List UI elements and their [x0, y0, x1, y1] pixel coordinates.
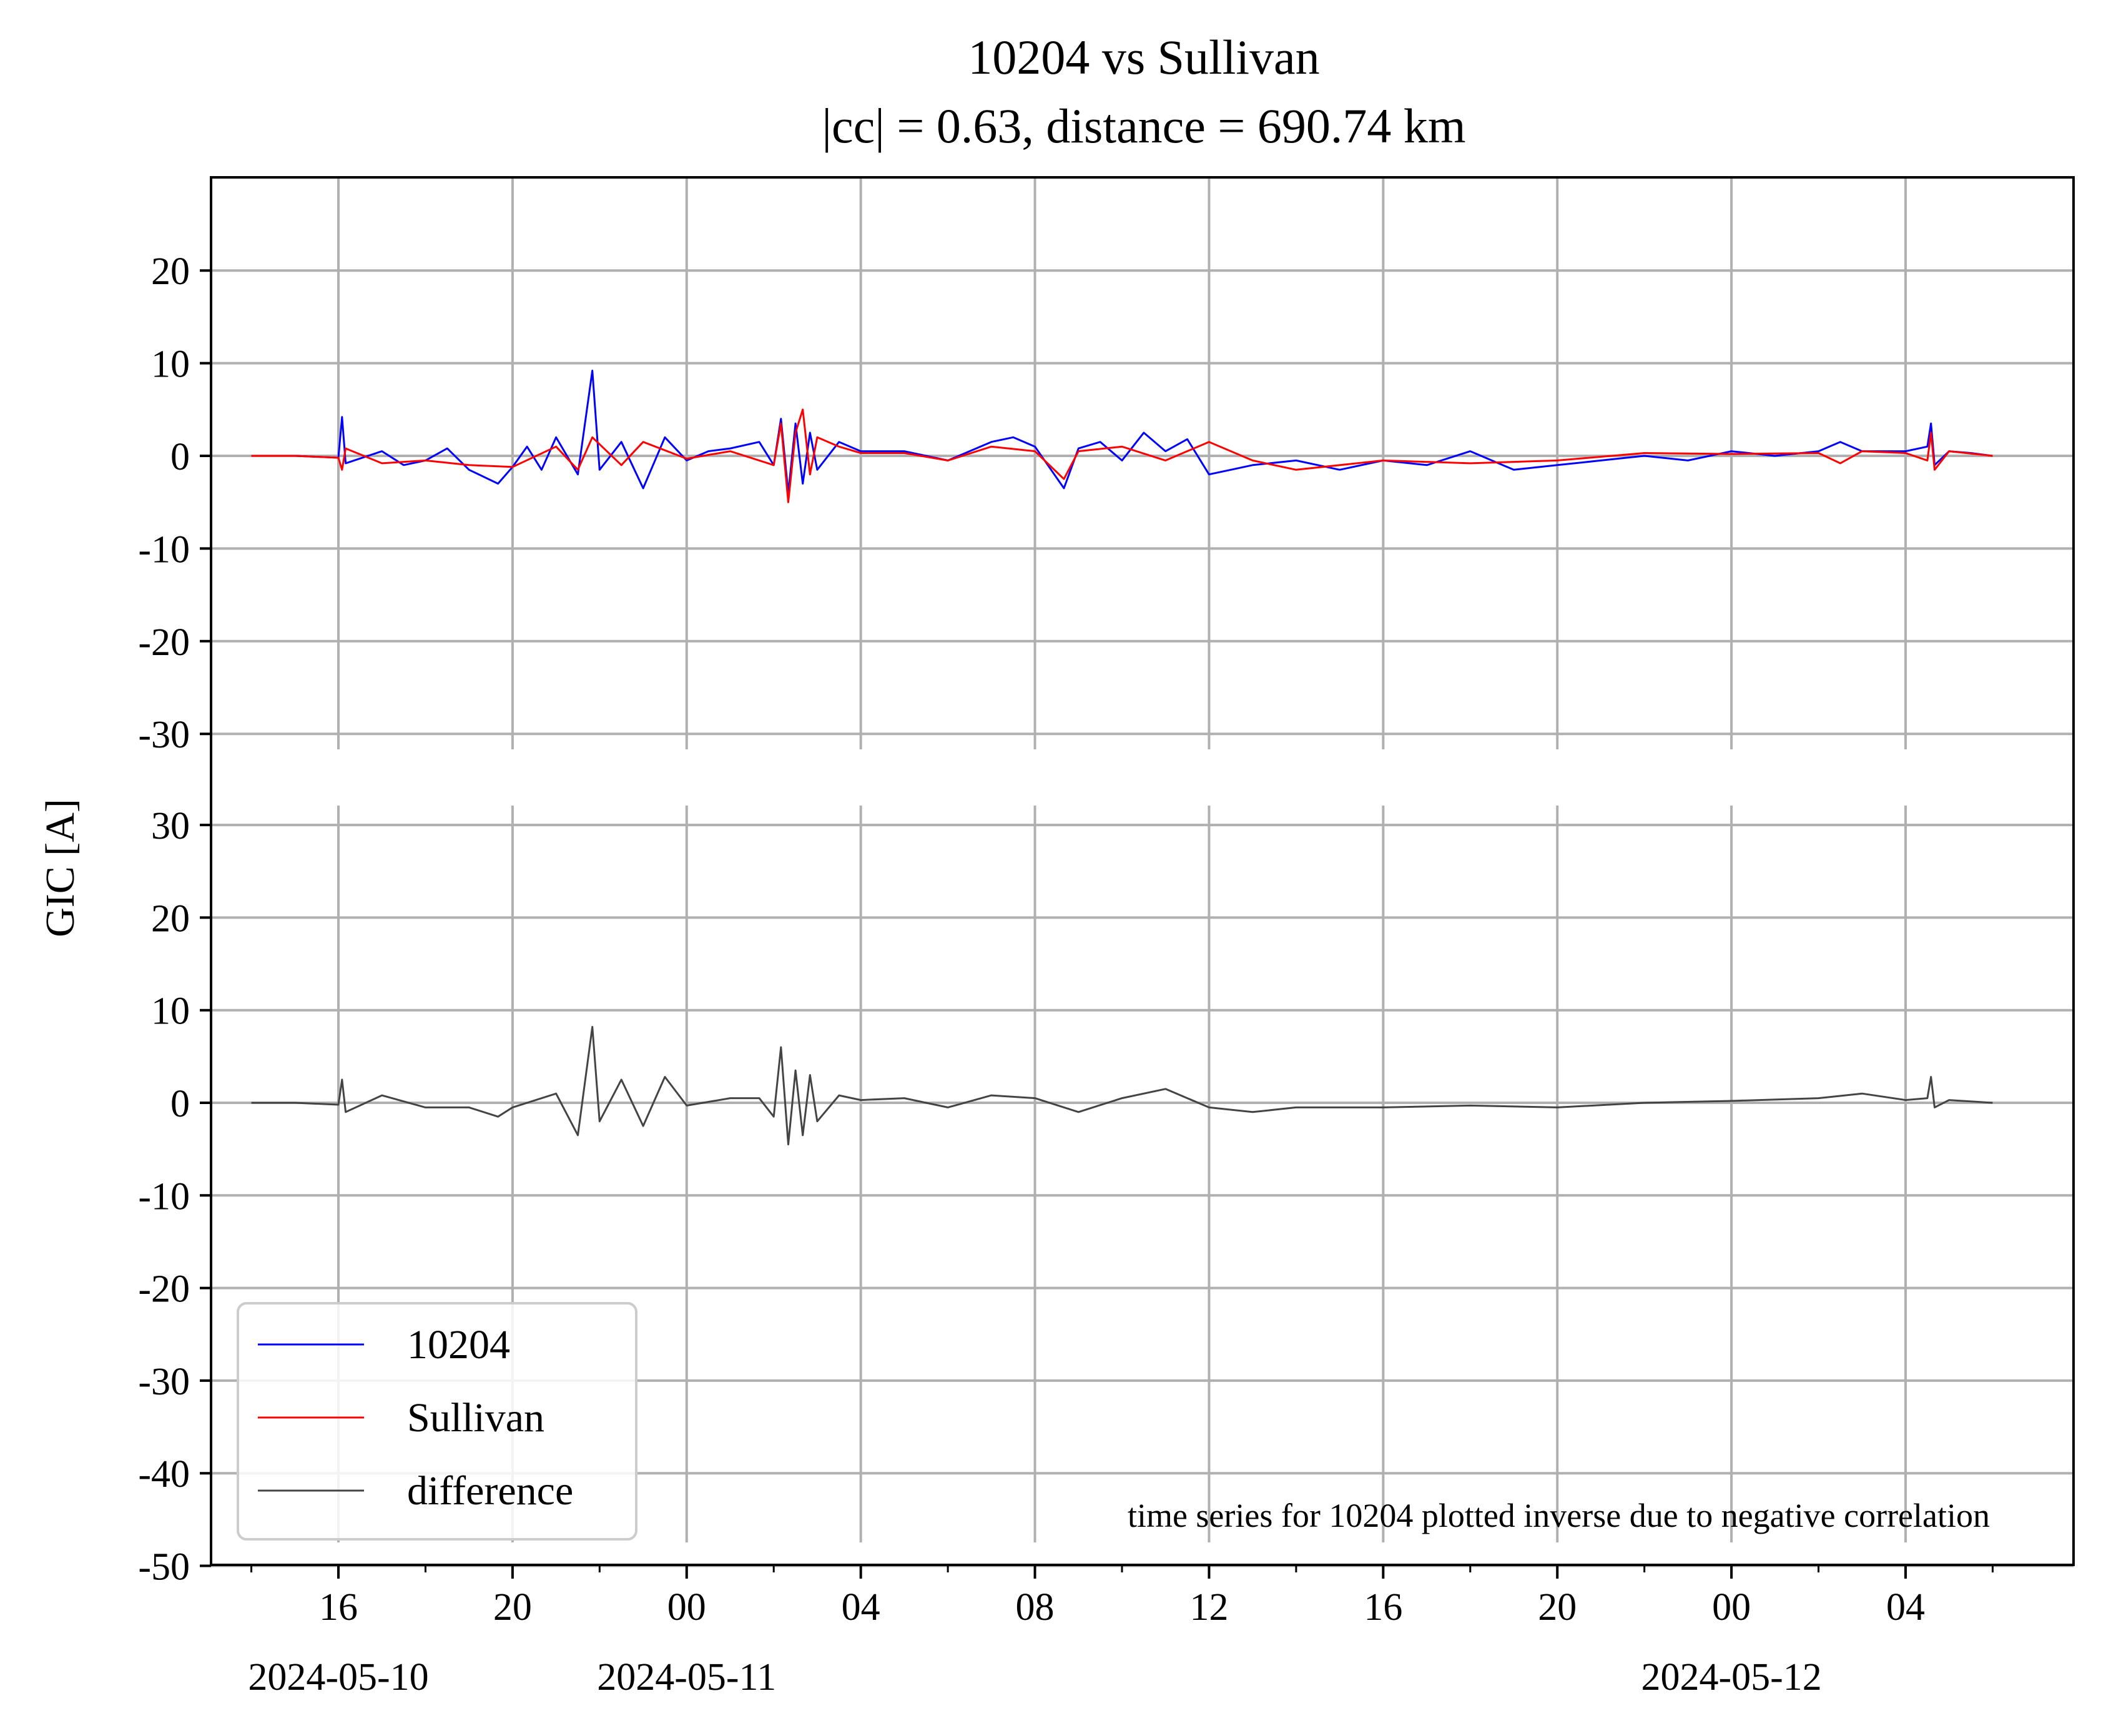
- bottom-series: [251, 1025, 1993, 1146]
- plot-frame: [210, 176, 2075, 1566]
- chart-subtitle: |cc| = 0.63, distance = 690.74 km: [822, 99, 1465, 153]
- bottom-y-tick-label: 0: [170, 1083, 190, 1125]
- legend-box: [237, 1302, 637, 1541]
- bottom-y-tick-label: 10: [151, 990, 190, 1033]
- x-date-label: 2024-05-10: [248, 1656, 428, 1699]
- series-line-difference: [251, 1025, 1993, 1146]
- chart-title: 10204 vs Sullivan: [968, 30, 1319, 84]
- bottom-y-ticks: -50 -40 -30 -20 -10 0 10 20 30: [138, 805, 211, 1589]
- x-tick-label: 16: [319, 1586, 358, 1629]
- x-tick-label: 00: [1712, 1586, 1751, 1629]
- legend-label-10204: 10204: [407, 1322, 510, 1368]
- bottom-y-tick-label: -40: [138, 1453, 190, 1496]
- x-tick-label: 20: [1538, 1586, 1577, 1629]
- bottom-y-tick-label: -30: [138, 1361, 190, 1403]
- top-grid: [211, 177, 2074, 749]
- top-y-tick-label: -20: [138, 621, 190, 664]
- top-y-ticks: -30 -20 -10 0 10 20: [138, 250, 211, 756]
- top-y-tick-label: -30: [138, 714, 190, 756]
- top-y-tick-label: -10: [138, 528, 190, 571]
- x-tick-label: 08: [1016, 1586, 1055, 1629]
- series-line-sullivan: [251, 408, 1993, 503]
- bottom-y-tick-label: -10: [138, 1175, 190, 1218]
- bottom-y-tick-label: 30: [151, 805, 190, 847]
- top-panel: -30 -20 -10 0 10 20: [138, 177, 2074, 756]
- top-y-tick-label: 20: [151, 250, 190, 293]
- bottom-y-tick-label: -20: [138, 1268, 190, 1311]
- x-tick-label: 04: [842, 1586, 880, 1629]
- x-tick-label: 00: [667, 1586, 706, 1629]
- legend-label-difference: difference: [407, 1468, 573, 1514]
- bottom-y-tick-label: 20: [151, 897, 190, 940]
- chart-annotation: time series for 10204 plotted inverse du…: [1128, 1497, 1990, 1534]
- top-series: [251, 370, 1993, 503]
- x-tick-label: 20: [493, 1586, 532, 1629]
- y-axis-label: GIC [A]: [37, 799, 83, 937]
- top-y-tick-label: 10: [151, 343, 190, 386]
- x-date-label: 2024-05-12: [1641, 1656, 1821, 1699]
- x-tick-label: 16: [1364, 1586, 1402, 1629]
- x-tick-label: 04: [1886, 1586, 1925, 1629]
- x-axis-ticks: 16 20 00 04 08 12 16 20 00 04 2024-05-10 2024-05-11…: [248, 1565, 1994, 1699]
- legend: 10204 Sullivan difference: [237, 1302, 637, 1541]
- top-y-tick-label: 0: [170, 436, 190, 478]
- x-date-label: 2024-05-11: [597, 1656, 776, 1699]
- bottom-y-tick-label: -50: [138, 1546, 190, 1589]
- legend-label-sullivan: Sullivan: [407, 1395, 544, 1441]
- x-tick-label: 12: [1189, 1586, 1228, 1629]
